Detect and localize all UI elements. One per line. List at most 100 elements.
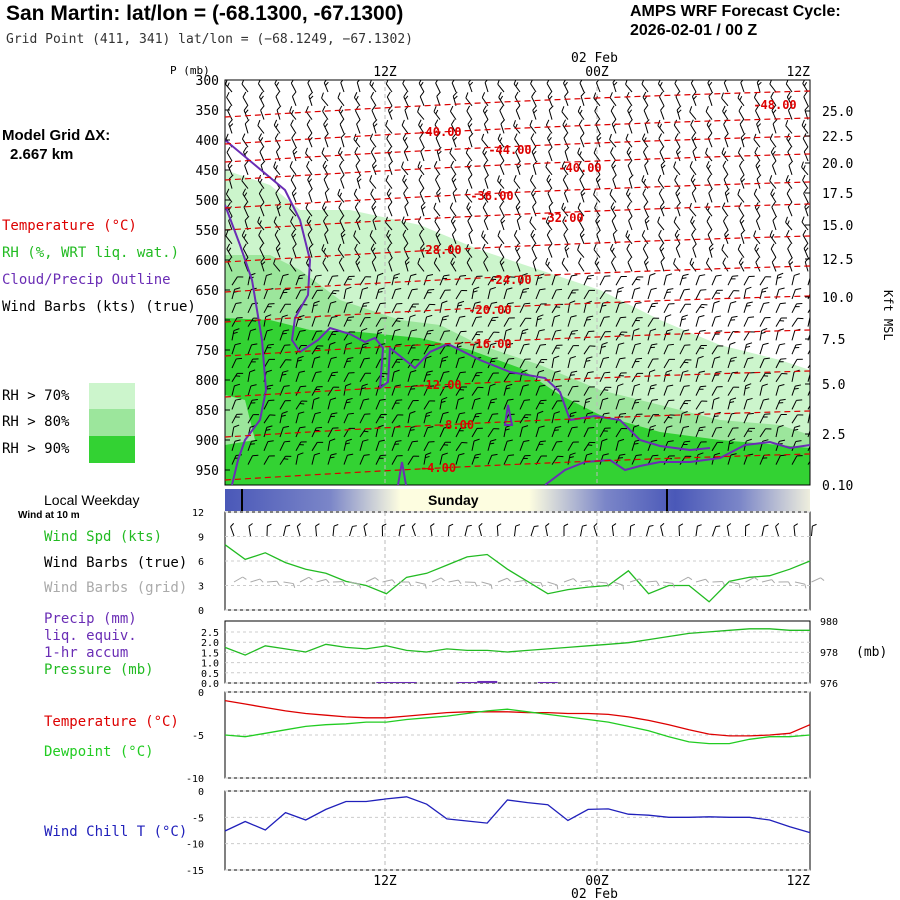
upper-wind-barb: [695, 426, 706, 438]
upper-wind-barb: [759, 301, 770, 313]
upper-wind-barb: [737, 188, 745, 203]
precip-y-tick-label: 1.0: [201, 659, 219, 670]
surface-wind-barb: [611, 523, 617, 537]
upper-wind-barb: [580, 188, 586, 203]
surface-wind-barb: [478, 522, 483, 537]
upper-wind-barb: [455, 452, 465, 465]
grid-wind-barb: [679, 576, 693, 583]
upper-wind-barb: [487, 398, 498, 410]
cycle-value: 2026-02-01 / 00 Z: [630, 22, 758, 39]
upper-wind-barb: [631, 454, 642, 465]
cloud-outline-inner: [225, 204, 268, 485]
upper-wind-barb: [755, 215, 761, 231]
upper-wind-barb: [375, 439, 386, 451]
upper-wind-barb: [577, 202, 585, 217]
upper-wind-barb: [599, 331, 611, 341]
upper-wind-barb: [308, 188, 313, 203]
upper-wind-barb: [471, 412, 482, 424]
dewpoint-line: [224, 708, 811, 745]
upper-wind-barb: [739, 215, 745, 231]
precip-accum-label: 1-hr accum: [44, 645, 129, 661]
weekday-bar: [225, 489, 810, 511]
upper-wind-barb: [327, 341, 336, 355]
upper-wind-barb: [753, 188, 761, 203]
upper-wind-barb: [306, 215, 313, 231]
upper-wind-barb: [455, 371, 466, 383]
upper-wind-barb: [449, 147, 457, 162]
upper-wind-barb: [370, 243, 377, 258]
legend-rh: RH (%, WRT liq. wat.): [2, 245, 180, 261]
upper-wind-barb: [519, 302, 531, 314]
upper-wind-barb: [644, 119, 650, 134]
temperature-contour: [225, 117, 810, 145]
upper-wind-barb: [615, 316, 627, 327]
upper-wind-barb: [759, 342, 769, 355]
upper-wind-barb: [599, 316, 610, 327]
upper-wind-barb: [497, 133, 505, 148]
upper-wind-barb: [721, 244, 729, 258]
grid-wind-barb: [728, 581, 741, 589]
height-tick-label: 25.0: [822, 105, 853, 120]
upper-wind-barb: [455, 300, 465, 313]
rh80-label: RH > 80%: [2, 414, 70, 430]
upper-wind-barb: [530, 80, 537, 93]
upper-wind-barb: [487, 331, 500, 341]
upper-wind-barb: [231, 413, 243, 424]
upper-wind-barb: [263, 440, 274, 451]
upper-wind-barb: [551, 455, 564, 465]
upper-wind-barb: [801, 216, 809, 231]
upper-wind-barb: [676, 201, 682, 217]
upper-wind-barb: [497, 175, 505, 189]
upper-wind-barb: [775, 373, 788, 383]
upper-wind-barb: [471, 386, 484, 396]
surface-wind-barb: [580, 524, 587, 537]
upper-wind-barb: [545, 216, 553, 231]
upper-wind-barb: [594, 160, 601, 176]
upper-wind-barb: [423, 411, 433, 424]
upper-wind-barb: [695, 385, 707, 396]
upper-wind-barb: [563, 229, 569, 245]
upper-wind-barb: [753, 133, 761, 148]
upper-wind-barb: [583, 274, 594, 286]
upper-wind-barb: [467, 119, 473, 134]
upper-wind-barb: [663, 273, 673, 286]
upper-wind-barb: [497, 80, 505, 93]
upper-wind-barb: [759, 398, 770, 410]
upper-wind-barb: [723, 174, 729, 189]
upper-wind-barb: [595, 80, 601, 93]
upper-wind-barb: [551, 355, 560, 369]
upper-wind-barb: [663, 328, 673, 341]
upper-wind-barb: [327, 315, 338, 327]
upper-wind-barb: [402, 80, 409, 93]
upper-wind-barb: [551, 400, 563, 410]
temperature-y-tick-label: -10: [186, 774, 204, 785]
upper-wind-barb: [403, 91, 409, 107]
upper-wind-barb: [611, 257, 617, 272]
model-grid-value: 2.667 km: [10, 146, 74, 163]
upper-wind-barb: [567, 441, 579, 452]
upper-wind-barb: [647, 287, 657, 300]
upper-wind-barb: [401, 161, 409, 176]
upper-wind-barb: [647, 414, 659, 424]
upper-wind-barb: [529, 119, 537, 134]
upper-wind-barb: [503, 383, 513, 396]
upper-wind-barb: [371, 257, 377, 272]
upper-wind-barb: [359, 454, 370, 465]
upper-wind-barb: [535, 329, 545, 341]
precip-bar: [396, 681, 417, 683]
windchill-y-tick-label: -5: [192, 813, 204, 824]
upper-wind-barb: [786, 133, 793, 148]
top-time-tick-label: 00Z: [585, 65, 609, 80]
upper-wind-barb: [500, 215, 506, 231]
upper-wind-barb: [791, 317, 804, 327]
upper-wind-barb: [385, 119, 393, 134]
pressure-tick-label: 450: [196, 164, 219, 179]
upper-wind-barb: [369, 175, 377, 189]
upper-wind-barb: [466, 202, 473, 217]
upper-wind-barb: [471, 397, 481, 410]
upper-wind-barb: [759, 357, 770, 369]
upper-wind-barb: [791, 273, 800, 286]
upper-wind-barb: [519, 454, 531, 465]
upper-wind-barb: [499, 257, 505, 272]
upper-wind-barb: [583, 289, 595, 300]
